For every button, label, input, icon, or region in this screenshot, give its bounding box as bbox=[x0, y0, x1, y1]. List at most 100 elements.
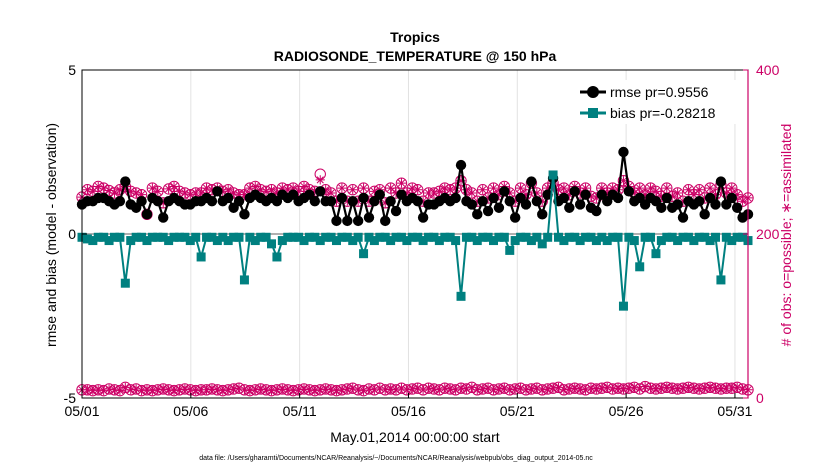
obs-assimilated-point bbox=[239, 190, 250, 200]
obs-assimilated-point bbox=[142, 385, 152, 395]
bias-point bbox=[207, 232, 217, 242]
obs-assimilated-point bbox=[331, 196, 342, 206]
rmse-point bbox=[564, 202, 575, 213]
obs-assimilated-point bbox=[196, 188, 206, 198]
obs-assimilated-point bbox=[337, 183, 347, 193]
obs-assimilated-point bbox=[727, 383, 737, 393]
obs-assimilated-point bbox=[104, 185, 114, 196]
obs-assimilated-point bbox=[423, 383, 434, 393]
obs-assimilated-point bbox=[380, 385, 390, 395]
rmse-point bbox=[694, 196, 705, 207]
y-tick-label: 0 bbox=[68, 226, 76, 242]
obs-assimilated-point bbox=[358, 183, 369, 193]
obs-assimilated-point bbox=[673, 384, 683, 394]
rmse-point bbox=[120, 176, 131, 187]
obs-assimilated-point bbox=[467, 382, 477, 392]
bias-point bbox=[721, 232, 731, 242]
bias-point bbox=[250, 236, 260, 246]
rmse-point bbox=[239, 209, 250, 220]
rmse-point bbox=[466, 199, 478, 210]
rmse-point bbox=[710, 199, 721, 210]
obs-assimilated-point bbox=[326, 385, 336, 395]
obs-assimilated-point bbox=[505, 385, 515, 395]
obs-assimilated-point bbox=[326, 188, 336, 198]
obs-assimilated-point bbox=[608, 183, 618, 193]
obs-assimilated-point bbox=[136, 190, 147, 200]
rmse-point bbox=[358, 192, 369, 204]
rmse-point bbox=[331, 215, 342, 227]
obs-assimilated-point bbox=[88, 186, 98, 196]
obs-assimilated-point bbox=[591, 384, 601, 394]
obs-assimilated-point bbox=[342, 196, 352, 206]
rmse-point bbox=[509, 212, 521, 223]
obs-assimilated-point bbox=[109, 188, 120, 198]
obs-assimilated-point bbox=[153, 186, 163, 196]
bias-point bbox=[705, 236, 715, 246]
obs-assimilated-point bbox=[104, 384, 114, 394]
obs-assimilated-point bbox=[667, 383, 677, 393]
obs-assimilated-point bbox=[174, 186, 185, 196]
rmse-point bbox=[336, 192, 348, 204]
bias-point bbox=[700, 232, 710, 242]
obs-assimilated-point bbox=[293, 385, 304, 395]
obs-assimilated-point bbox=[99, 183, 109, 193]
rmse-point bbox=[591, 205, 602, 217]
bias-point bbox=[153, 232, 163, 242]
obs-assimilated-point bbox=[467, 188, 477, 198]
obs-assimilated-point bbox=[515, 383, 526, 393]
obs-possible-point bbox=[395, 177, 408, 189]
obs-assimilated-point bbox=[537, 196, 547, 206]
obs-assimilated-point bbox=[369, 186, 379, 196]
obs-assimilated-point bbox=[131, 188, 141, 198]
obs-assimilated-point bbox=[185, 385, 195, 395]
obs-assimilated-point bbox=[88, 386, 98, 396]
rmse-point bbox=[499, 186, 510, 197]
bias-point bbox=[673, 236, 683, 246]
obs-assimilated-point bbox=[369, 385, 379, 395]
bias-point bbox=[516, 232, 526, 242]
obs-assimilated-point bbox=[651, 384, 661, 394]
y-right-tick-label: 200 bbox=[756, 226, 780, 242]
bias-point bbox=[326, 232, 336, 242]
bias-point bbox=[342, 232, 352, 242]
rmse-point bbox=[482, 205, 494, 217]
obs-assimilated-point bbox=[456, 383, 466, 393]
obs-assimilated-point bbox=[348, 185, 358, 195]
obs-assimilated-point bbox=[608, 384, 618, 394]
x-tick-label: 05/06 bbox=[173, 403, 208, 419]
obs-assimilated-point bbox=[645, 183, 656, 193]
obs-assimilated-point bbox=[229, 384, 239, 394]
obs-assimilated-point bbox=[597, 183, 607, 193]
bias-point bbox=[434, 236, 444, 246]
obs-assimilated-point bbox=[526, 384, 537, 394]
obs-assimilated-point bbox=[380, 198, 390, 208]
legend-bias-marker bbox=[588, 108, 598, 118]
obs-assimilated-point bbox=[618, 384, 629, 394]
obs-assimilated-point bbox=[131, 384, 141, 394]
obs-assimilated-point bbox=[613, 383, 623, 393]
bias-point bbox=[597, 232, 607, 242]
bias-point bbox=[277, 236, 287, 246]
bias-point bbox=[505, 245, 515, 255]
x-tick-label: 05/31 bbox=[717, 403, 752, 419]
rmse-point bbox=[569, 186, 580, 197]
obs-assimilated-point bbox=[353, 196, 363, 206]
bias-point bbox=[223, 236, 233, 246]
obs-assimilated-point bbox=[683, 382, 694, 392]
obs-assimilated-point bbox=[673, 188, 683, 198]
obs-assimilated-point bbox=[283, 185, 293, 195]
rmse-point bbox=[623, 186, 635, 197]
x-tick-label: 05/11 bbox=[283, 403, 317, 419]
rmse-point bbox=[390, 205, 402, 217]
bias-point bbox=[245, 232, 255, 242]
rmse-point bbox=[531, 196, 543, 207]
obs-possible-point bbox=[693, 184, 705, 196]
bias-point bbox=[115, 232, 125, 242]
y-axis-label-right: # of obs: o=possible; ∗=assimilated bbox=[778, 124, 794, 347]
obs-assimilated-point bbox=[283, 385, 293, 395]
bias-point bbox=[82, 234, 92, 244]
chart-subtitle: RADIOSONDE_TEMPERATURE @ 150 hPa bbox=[274, 48, 557, 64]
obs-assimilated-point bbox=[499, 383, 509, 393]
bias-point bbox=[548, 170, 558, 180]
bias-point bbox=[196, 252, 206, 262]
